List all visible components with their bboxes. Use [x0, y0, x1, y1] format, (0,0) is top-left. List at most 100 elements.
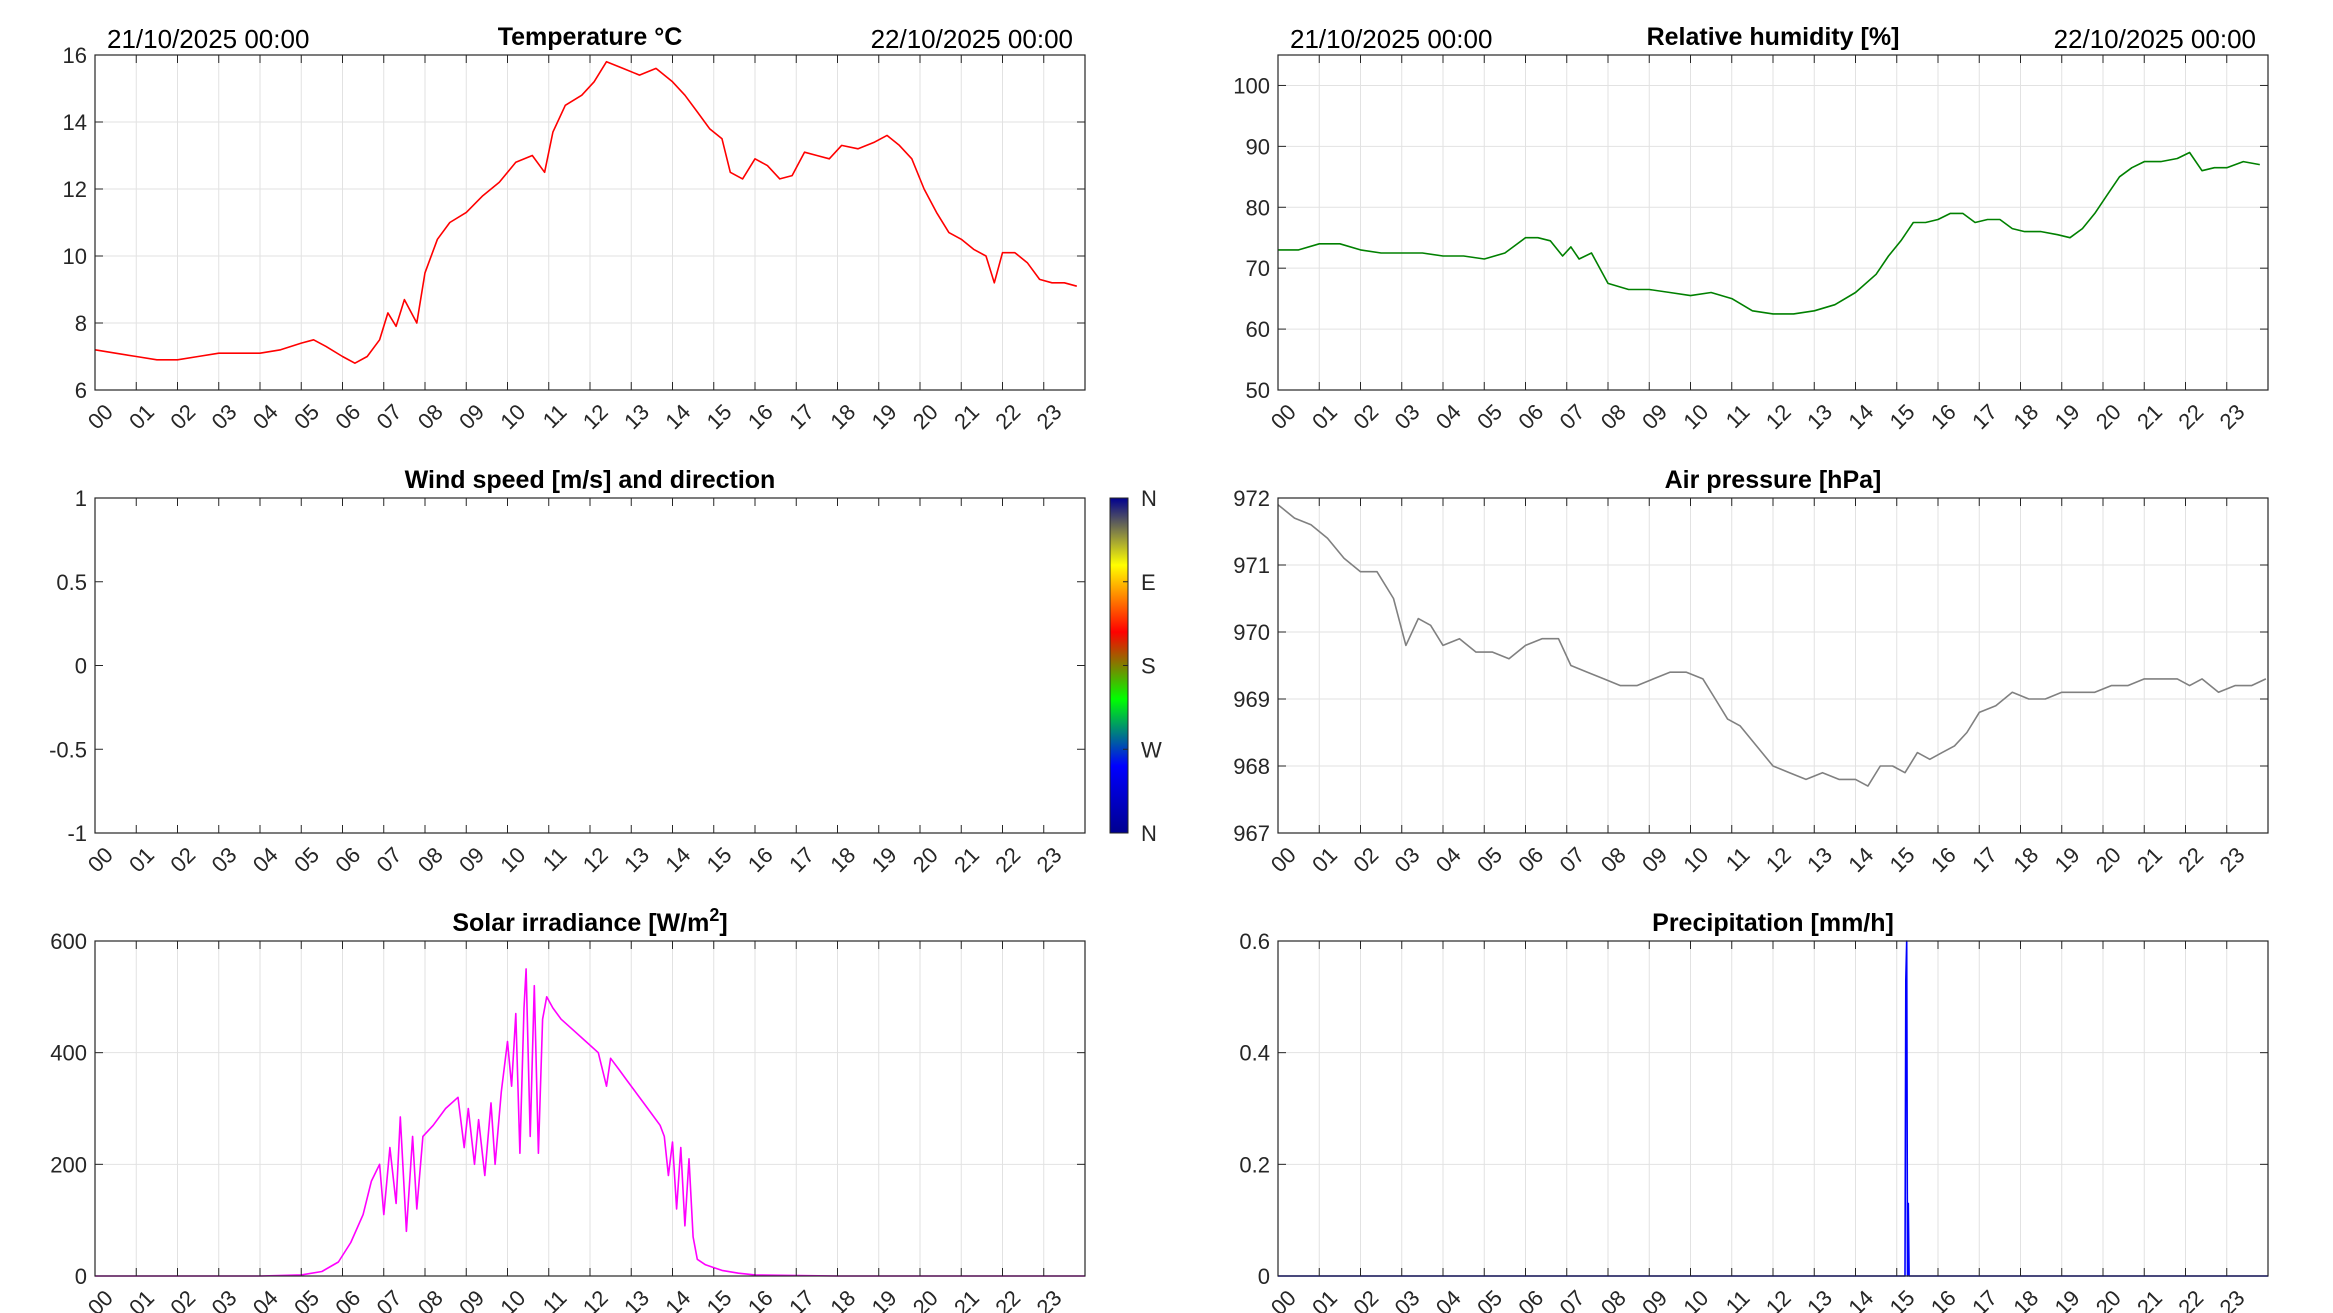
x-tick-label: 00 [83, 399, 118, 434]
x-tick-label: 00 [1266, 1285, 1301, 1313]
x-tick-label: 02 [165, 399, 200, 434]
x-tick-label: 09 [454, 1285, 489, 1313]
colorbar-label: N [1141, 486, 1157, 511]
x-tick-label: 11 [538, 399, 572, 433]
y-tick-label: 970 [1233, 620, 1270, 645]
x-tick-label: 09 [454, 842, 489, 877]
x-tick-label: 02 [165, 842, 200, 877]
x-tick-label: 08 [413, 399, 448, 434]
x-tick-label: 08 [1596, 399, 1631, 434]
x-tick-label: 17 [1967, 842, 2002, 877]
x-tick-label: 23 [1032, 1285, 1067, 1313]
x-tick-label: 06 [330, 1285, 365, 1313]
x-tick-label: 19 [867, 399, 902, 434]
x-tick-label: 10 [1678, 399, 1713, 434]
x-tick-label: 20 [2091, 842, 2126, 877]
x-tick-label: 09 [454, 399, 489, 434]
x-tick-label: 08 [413, 1285, 448, 1313]
y-tick-label: 14 [63, 110, 87, 135]
x-tick-label: 03 [207, 399, 242, 434]
x-tick-label: 09 [1637, 1285, 1672, 1313]
x-tick-label: 05 [1472, 1285, 1507, 1313]
x-tick-label: 02 [1348, 842, 1383, 877]
y-tick-label: 8 [75, 311, 87, 336]
y-tick-label: 972 [1233, 486, 1270, 511]
plot-area [95, 498, 1085, 833]
x-tick-label: 06 [330, 842, 365, 877]
x-tick-label: 21 [2132, 399, 2167, 434]
x-tick-label: 12 [578, 842, 613, 877]
x-tick-label: 15 [702, 399, 737, 434]
x-tick-label: 01 [1307, 399, 1342, 434]
x-tick-label: 01 [1307, 842, 1342, 877]
x-tick-label: 20 [908, 842, 943, 877]
y-tick-label: 0.6 [1239, 929, 1270, 954]
x-tick-label: 06 [1513, 399, 1548, 434]
y-tick-label: 50 [1246, 378, 1270, 403]
y-tick-label: 70 [1246, 256, 1270, 281]
x-tick-label: 04 [248, 399, 283, 434]
x-tick-label: 09 [1637, 399, 1672, 434]
y-tick-label: 1 [75, 486, 87, 511]
x-tick-label: 14 [660, 399, 695, 434]
x-tick-label: 03 [1390, 1285, 1425, 1313]
x-tick-label: 11 [1721, 1285, 1755, 1313]
series-line-0 [1277, 504, 2267, 787]
x-tick-label: 15 [1885, 1285, 1920, 1313]
x-tick-label: 04 [248, 1285, 283, 1313]
x-tick-label: 10 [495, 842, 530, 877]
x-tick-label: 12 [578, 399, 613, 434]
x-tick-label: 06 [1513, 1285, 1548, 1313]
x-tick-label: 20 [2091, 399, 2126, 434]
y-tick-label: 0 [1258, 1264, 1270, 1289]
colorbar-label: N [1141, 821, 1157, 846]
x-tick-label: 03 [1390, 399, 1425, 434]
y-tick-label: 90 [1246, 134, 1270, 159]
x-tick-label: 15 [702, 1285, 737, 1313]
x-tick-label: 17 [1967, 399, 2002, 434]
series-line-0 [94, 60, 1078, 365]
x-tick-label: 13 [1802, 399, 1837, 434]
chart-title: Air pressure [hPa] [1665, 466, 1882, 494]
x-tick-label: 13 [1802, 842, 1837, 877]
colorbar-label: S [1141, 654, 1156, 679]
x-tick-label: 17 [784, 842, 819, 877]
x-tick-label: 21 [949, 399, 984, 434]
x-tick-label: 05 [1472, 842, 1507, 877]
chart-panel-5: 0 0.2 0.4 0.6 00 01 02 03 04 05 06 07 08 09 10 11 12 13 14… [1239, 909, 2269, 1313]
colorbar-label: W [1141, 737, 1162, 762]
x-tick-label: 17 [784, 1285, 819, 1313]
y-tick-label: 0.2 [1239, 1152, 1270, 1177]
x-tick-label: 12 [1761, 399, 1796, 434]
x-tick-label: 01 [1307, 1285, 1342, 1313]
x-tick-label: 21 [2132, 842, 2167, 877]
x-tick-label: 21 [949, 842, 984, 877]
x-tick-label: 14 [1843, 399, 1878, 434]
y-tick-label: 6 [75, 378, 87, 403]
x-tick-label: 16 [1926, 399, 1961, 434]
x-tick-label: 20 [908, 399, 943, 434]
date-start-label: 21/10/2025 00:00 [107, 24, 309, 54]
y-tick-label: 16 [63, 43, 87, 68]
x-tick-label: 18 [2008, 1285, 2043, 1313]
x-tick-label: 01 [124, 1285, 159, 1313]
x-tick-label: 11 [538, 842, 572, 876]
x-tick-label: 13 [619, 1285, 654, 1313]
gridlines [94, 54, 1085, 391]
date-end-label: 22/10/2025 00:00 [2054, 24, 2256, 54]
x-tick-label: 16 [743, 399, 778, 434]
x-tick-label: 07 [372, 399, 407, 434]
date-start-label: 21/10/2025 00:00 [1290, 24, 1492, 54]
x-tick-label: 19 [867, 1285, 902, 1313]
x-tick-label: 11 [1721, 399, 1755, 433]
x-tick-label: 18 [825, 842, 860, 877]
x-tick-label: 07 [372, 842, 407, 877]
colorbar-label: E [1141, 570, 1156, 595]
x-tick-label: 11 [538, 1285, 572, 1313]
x-tick-label: 00 [1266, 842, 1301, 877]
x-tick-label: 10 [1678, 842, 1713, 877]
chart-title: Solar irradiance [W/m2] [452, 905, 727, 937]
